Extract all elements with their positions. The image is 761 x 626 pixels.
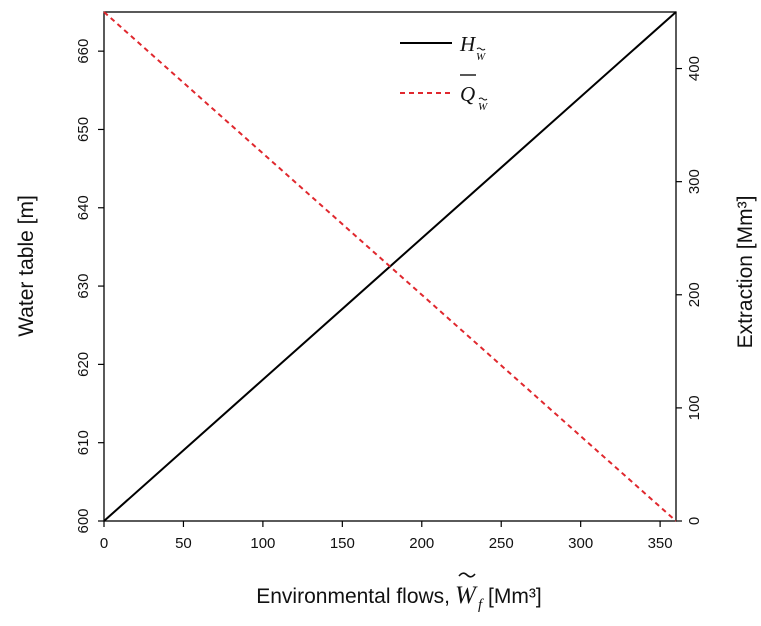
y-right-axis-title: Extraction [Mm³] <box>734 196 757 349</box>
plot-frame <box>103 11 677 522</box>
x-axis-title-tilde <box>458 572 476 578</box>
x-axis: 0 50 100 150 200 250 300 350 <box>100 521 673 552</box>
x-tick-label: 0 <box>100 535 108 552</box>
x-axis-title-symbol: W <box>455 582 478 609</box>
x-tick-label: 250 <box>489 535 514 552</box>
y-right-tick-label: 300 <box>686 169 703 194</box>
y-right-tick-label: 100 <box>686 395 703 420</box>
legend-label-h: H <box>459 32 477 56</box>
legend-label-q-sub-tilde <box>478 97 488 101</box>
y-left-axis: 600 610 620 630 640 650 660 <box>75 39 104 534</box>
x-tick-label: 350 <box>648 535 673 552</box>
legend-label-q-sub: W <box>478 101 488 113</box>
legend: H W Q W <box>400 32 488 113</box>
legend-label-h-sub-tilde <box>476 47 486 51</box>
x-tick-label: 200 <box>409 535 434 552</box>
series-line-1 <box>103 11 677 522</box>
legend-label-q: Q <box>460 82 475 106</box>
y-right-axis: 0 100 200 300 400 <box>676 56 703 525</box>
y-right-tick-label: 400 <box>686 56 703 81</box>
x-tick-label: 50 <box>175 535 192 552</box>
y-left-tick-label: 650 <box>75 117 92 142</box>
x-tick-label: 300 <box>568 535 593 552</box>
y-right-tick-label: 0 <box>686 517 703 525</box>
y-left-tick-label: 610 <box>75 430 92 455</box>
legend-label-h-sub: W <box>476 51 486 63</box>
series-layer <box>103 11 677 522</box>
y-left-tick-label: 660 <box>75 39 92 64</box>
y-left-tick-label: 640 <box>75 195 92 220</box>
y-left-axis-title: Water table [m] <box>15 195 38 337</box>
x-axis-title: Environmental flows, W f [Mm³] <box>256 572 542 613</box>
x-axis-title-unit: [Mm³] <box>488 585 542 608</box>
x-axis-title-subscript: f <box>478 597 484 613</box>
y-left-tick-label: 600 <box>75 508 92 533</box>
x-tick-label: 150 <box>330 535 355 552</box>
y-left-tick-label: 630 <box>75 274 92 299</box>
y-right-tick-label: 200 <box>686 282 703 307</box>
x-tick-label: 100 <box>250 535 275 552</box>
x-axis-title-text: Environmental flows, <box>256 585 450 608</box>
y-left-tick-label: 620 <box>75 352 92 377</box>
